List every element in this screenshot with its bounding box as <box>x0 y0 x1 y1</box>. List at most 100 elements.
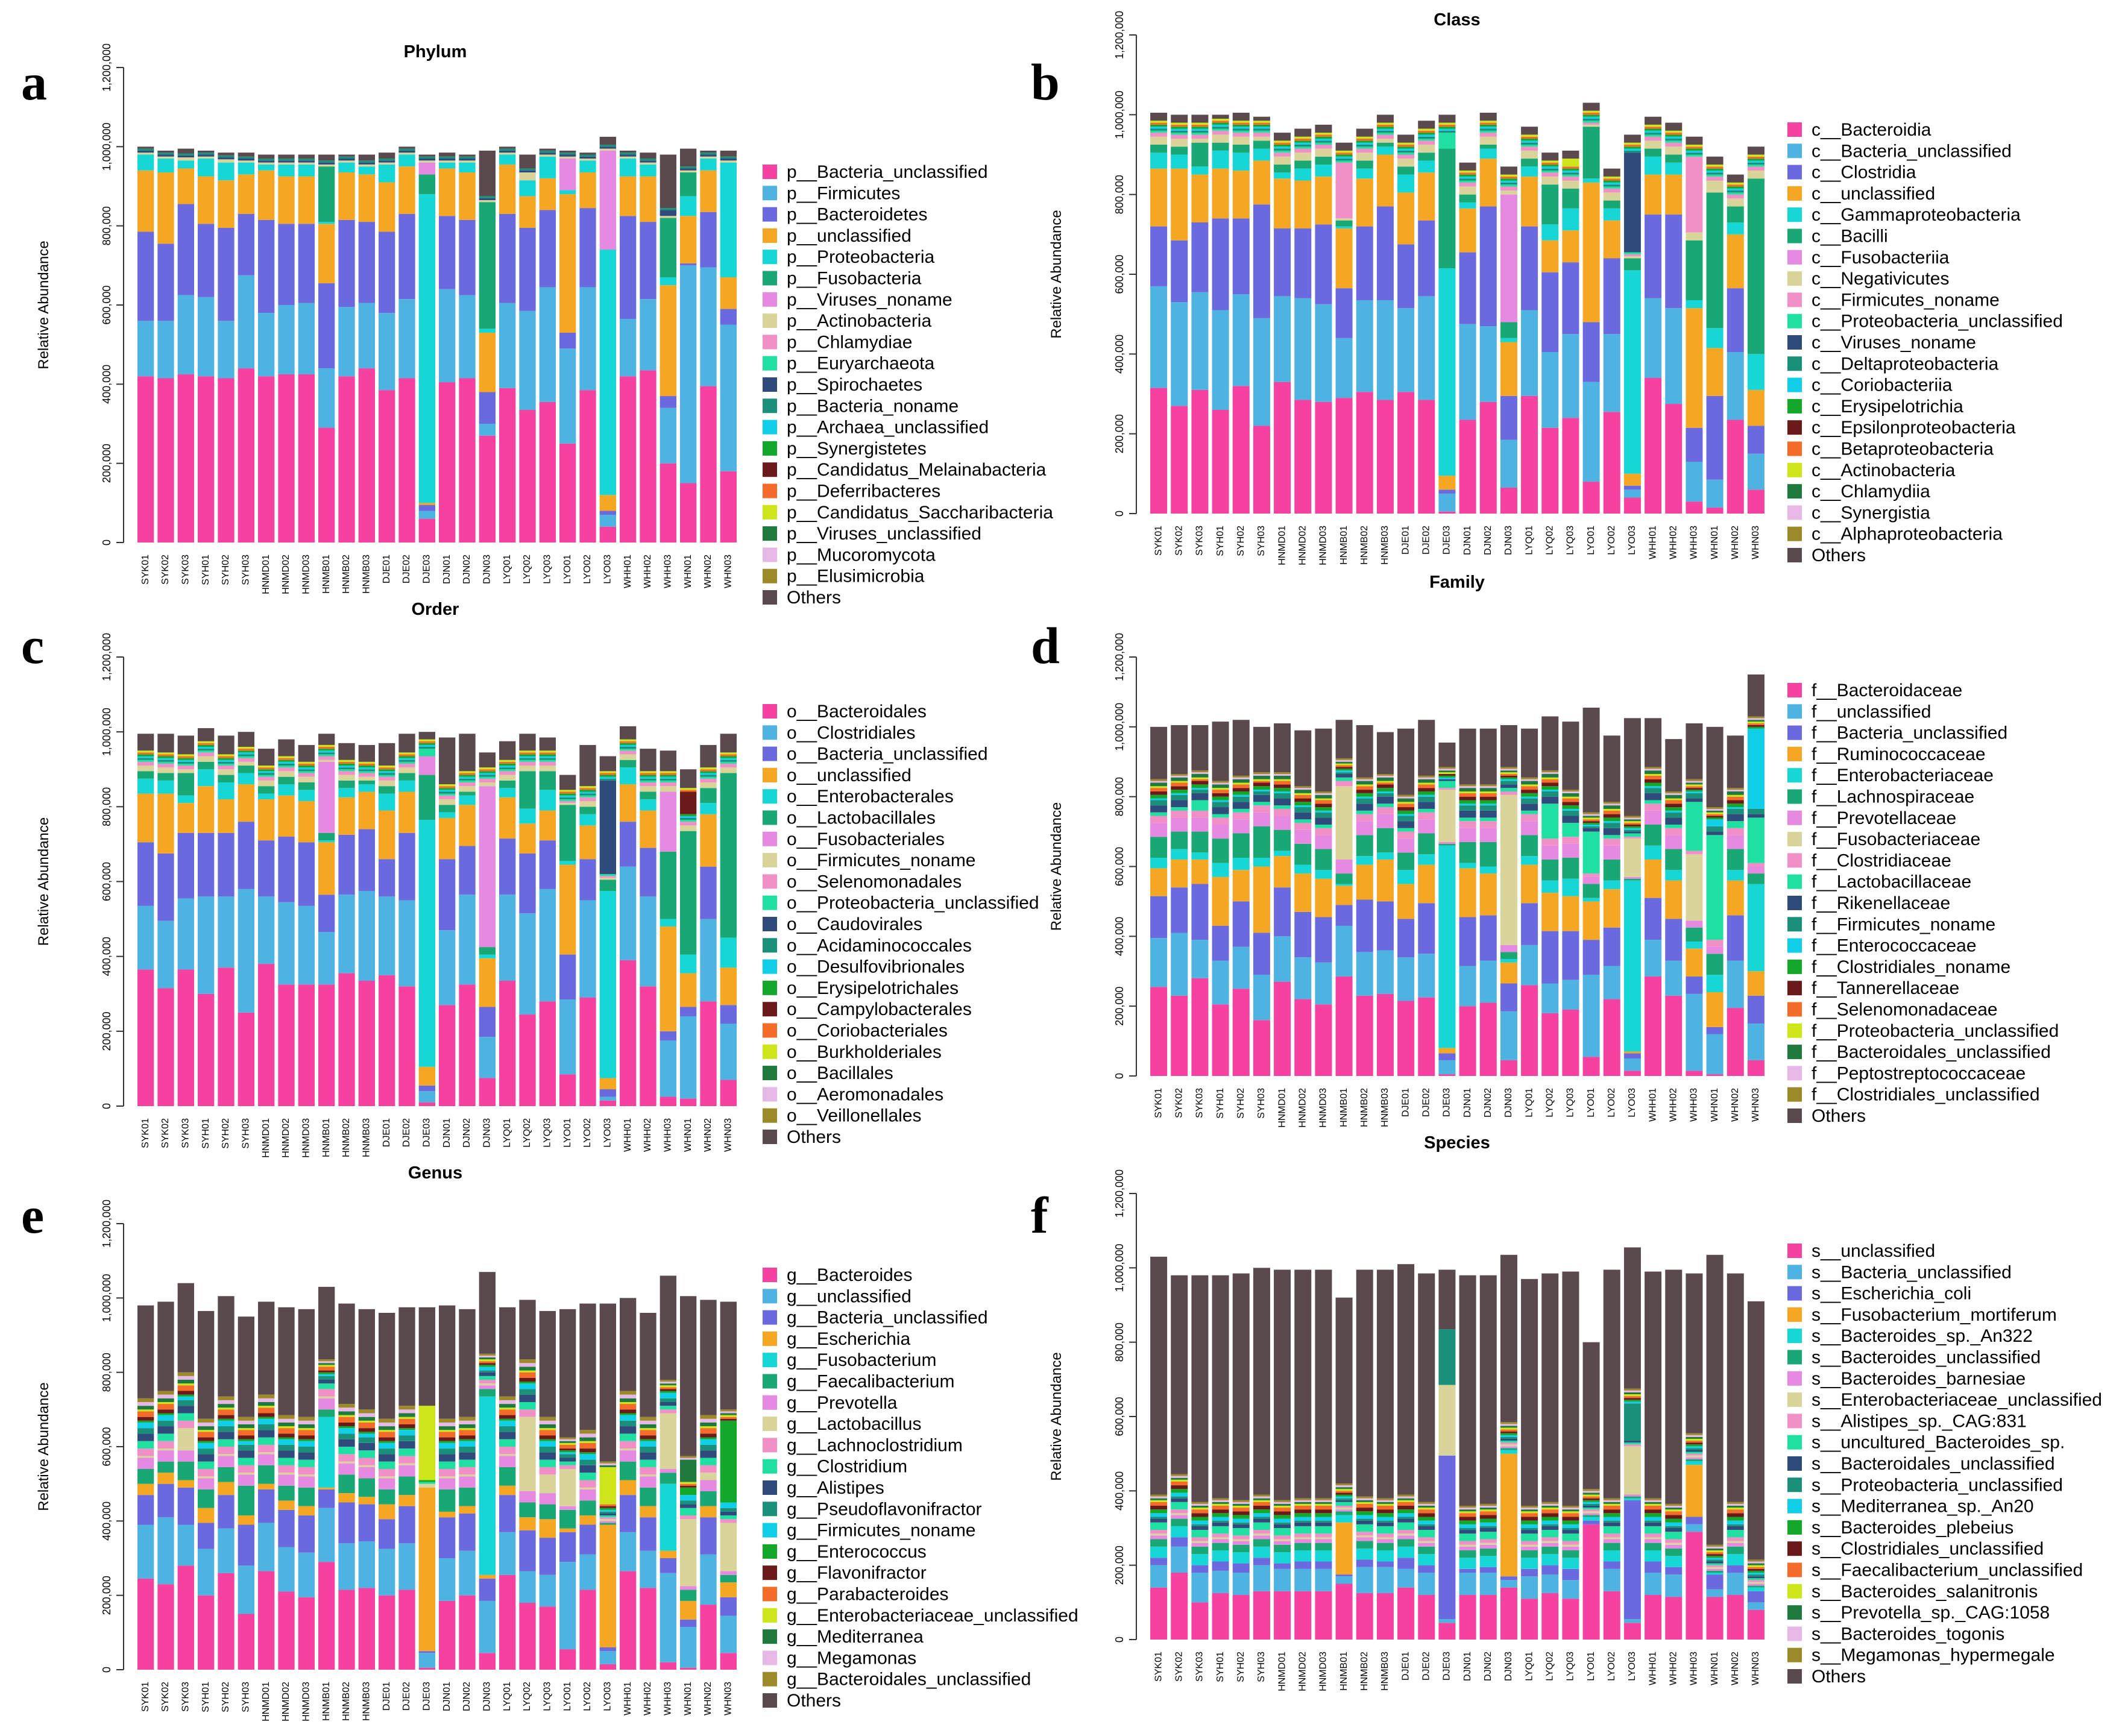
bar-segment <box>1562 334 1579 418</box>
bar-segment <box>1500 322 1517 338</box>
bar-segment <box>1603 1517 1620 1521</box>
x-tick-label: LYQ01 <box>1524 1652 1534 1681</box>
bar-segment <box>418 162 435 175</box>
chart-title: Order <box>412 600 459 619</box>
bar-segment <box>439 1441 456 1443</box>
bar-segment <box>318 154 335 161</box>
y-tick-label: 200,000 <box>1113 987 1125 1026</box>
bar-segment <box>720 1409 737 1412</box>
bar-segment <box>1603 1537 1620 1539</box>
bar-segment <box>1232 1518 1250 1523</box>
bar-segment <box>720 150 737 157</box>
bar-segment <box>1623 1623 1641 1640</box>
bar-segment <box>720 1574 737 1583</box>
legend-label: c__Coriobacteriia <box>1812 376 1953 395</box>
bar-segment <box>177 155 194 158</box>
bar-segment <box>1603 838 1620 846</box>
bar-segment <box>1171 782 1188 787</box>
bar-segment <box>539 1467 556 1475</box>
bar-segment <box>720 1511 737 1516</box>
bar-segment <box>418 749 435 756</box>
bar-segment <box>499 1307 516 1397</box>
bar-segment <box>298 1474 315 1477</box>
bar-segment <box>579 160 596 173</box>
bar-segment <box>1665 1269 1683 1504</box>
bar-segment <box>137 1578 154 1670</box>
bar-segment <box>1459 178 1476 181</box>
legend-swatch <box>763 1629 777 1644</box>
bar-segment <box>499 1420 516 1427</box>
bar-segment <box>1521 903 1538 945</box>
bar-segment <box>1603 1509 1620 1514</box>
bar-segment <box>439 168 456 216</box>
bar-segment <box>1171 1537 1188 1547</box>
y-tick-label: 800,000 <box>1113 777 1125 816</box>
bar-segment <box>519 760 536 762</box>
bar-segment <box>318 1417 335 1488</box>
bar-segment <box>1645 1509 1662 1514</box>
bar-segment <box>599 145 616 147</box>
bar-segment <box>318 1396 335 1398</box>
bar-segment <box>1727 800 1744 804</box>
x-tick-label: HNMB02 <box>341 1118 351 1157</box>
bar-segment <box>640 1476 656 1488</box>
bar-segment <box>1521 814 1538 822</box>
legend-label: f__Bacteroidales_unclassified <box>1812 1042 2051 1062</box>
bar-segment <box>1274 1500 1291 1502</box>
legend-swatch <box>763 1374 777 1389</box>
bar-segment <box>157 760 174 762</box>
bar-segment <box>1706 1565 1724 1567</box>
bar-segment <box>579 859 596 901</box>
bar-segment <box>379 1418 395 1423</box>
y-tick-label: 800,000 <box>101 1353 113 1392</box>
bar-segment <box>1686 144 1703 147</box>
bar-segment <box>1315 812 1332 818</box>
bar-segment <box>1212 1513 1229 1517</box>
bar-segment <box>579 1433 596 1438</box>
bar-segment <box>1171 133 1188 135</box>
bar-segment <box>559 1448 576 1451</box>
bar-segment <box>1171 817 1188 832</box>
bar-segment <box>1727 821 1744 828</box>
legend-label: f__Selenomonadaceae <box>1812 1000 1998 1020</box>
x-tick-label: WHH03 <box>1689 1652 1699 1685</box>
bar-segment <box>1212 218 1229 310</box>
bar-segment <box>559 332 576 349</box>
bar-segment <box>1376 777 1394 781</box>
bar-segment <box>1253 116 1270 121</box>
bar-segment <box>1294 140 1312 143</box>
bar-segment <box>559 861 576 865</box>
legend-swatch <box>763 980 777 995</box>
bar-segment <box>660 407 676 464</box>
bar-segment <box>238 773 254 785</box>
bar-segment <box>238 1444 254 1451</box>
bar-segment <box>1582 940 1600 975</box>
bar-segment <box>1582 121 1600 123</box>
bar-segment <box>1315 962 1332 1005</box>
bar-segment <box>1562 1558 1579 1569</box>
x-tick-label: HNMD03 <box>301 555 312 594</box>
bar-segment <box>1150 987 1168 1076</box>
bar-segment <box>459 1476 476 1488</box>
bar-segment <box>640 1428 656 1430</box>
bar-segment <box>418 518 435 542</box>
bar-segment <box>1686 146 1703 149</box>
bar-segment <box>640 749 656 772</box>
bar-segment <box>1438 476 1456 490</box>
bar-segment <box>479 1357 496 1360</box>
bar-segment <box>398 791 415 833</box>
bar-segment <box>1150 136 1168 145</box>
bar-segment <box>700 1517 717 1555</box>
bar-segment <box>539 1001 556 1106</box>
bar-segment <box>1479 841 1497 867</box>
bar-segment <box>218 1396 235 1400</box>
bar-segment <box>720 159 737 161</box>
bar-segment <box>298 1420 315 1424</box>
bar-segment <box>238 1316 254 1417</box>
bar-segment <box>519 752 536 755</box>
panel-a: aPhylum0200,000400,000600,000800,0001,00… <box>21 42 1053 608</box>
bar-segment <box>439 737 456 785</box>
bar-segment <box>1191 1565 1209 1573</box>
bar-segment <box>379 780 395 787</box>
bar-segment <box>1727 1565 1744 1573</box>
